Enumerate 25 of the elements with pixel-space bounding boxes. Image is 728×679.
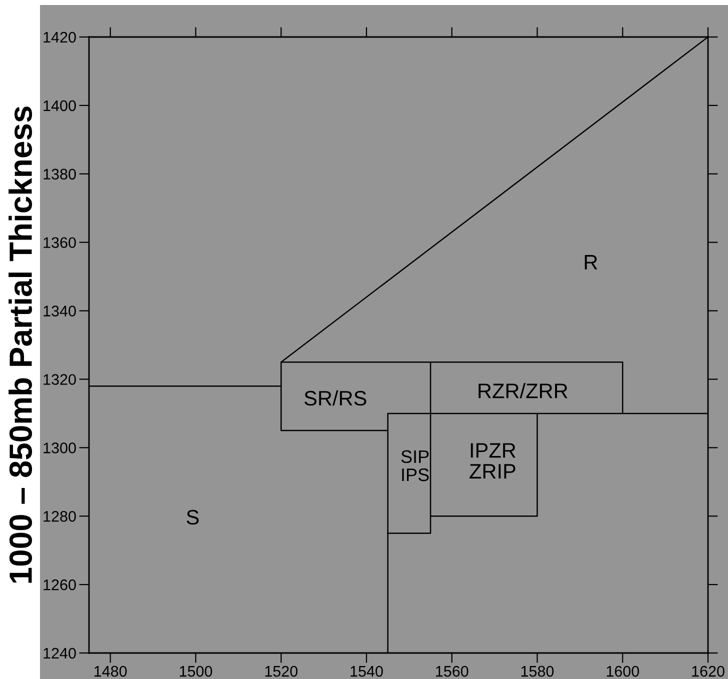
x-tick-label: 1540 [350,666,383,677]
annotation: RZR/ZRR [478,382,568,398]
y-tick-label: 1380 [44,168,76,180]
y-tick-label: 1320 [44,374,76,385]
y-axis-title: 1000 – 850mb Partial Thickness [8,106,32,583]
y-tick-label: 1260 [44,579,76,590]
annotation: SR/RS [304,390,366,406]
x-tick-label: 1480 [94,666,127,677]
y-tick-label: 1280 [44,510,76,522]
y-tick-label: 1340 [44,306,76,316]
x-tick-label: 1500 [180,666,212,677]
y-tick-label: 1420 [44,32,76,43]
annotation: S [186,510,199,525]
annotation: IPZR ZRIP [470,443,516,479]
x-tick-label: 1520 [265,666,298,677]
x-tick-label: 1620 [692,666,724,677]
annotation: R [584,255,598,270]
x-tick-label: 1580 [521,666,554,677]
y-tick-label: 1300 [44,442,76,454]
y-tick-label: 1400 [44,100,76,112]
annotation: SIP IPS [401,450,429,482]
y-tick-label: 1240 [44,648,76,659]
x-tick-label: 1560 [436,666,468,677]
x-tick-label: 1600 [606,666,640,677]
y-tick-label: 1360 [44,237,76,248]
